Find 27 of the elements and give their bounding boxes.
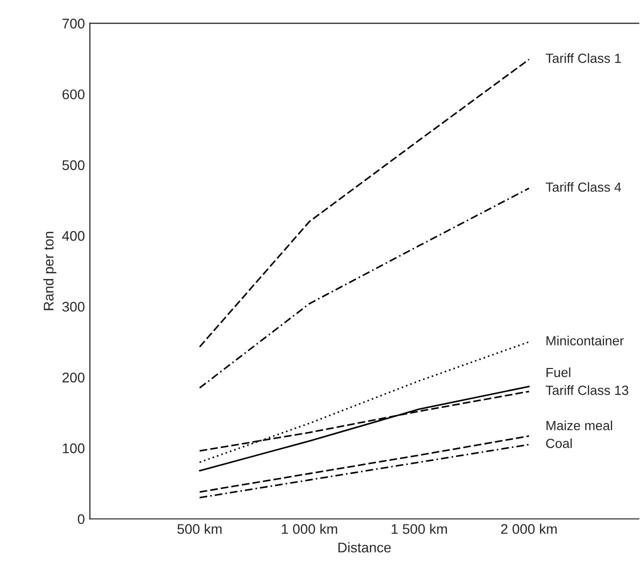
x-tick-label: 500 km xyxy=(177,524,222,534)
y-tick-label: 700 xyxy=(62,18,84,28)
y-tick-label: 500 xyxy=(62,160,84,170)
y-tick-label: 0 xyxy=(78,514,84,524)
series-label: Coal xyxy=(546,438,572,448)
series-label: Fuel xyxy=(546,367,570,378)
line-series xyxy=(198,188,530,389)
y-tick-label: 400 xyxy=(62,231,84,241)
x-tick-label: 1 000 km xyxy=(282,524,338,534)
y-axis-title: Rand per ton xyxy=(43,232,56,310)
y-tick-label: 100 xyxy=(62,443,84,454)
series-label: Maize meal xyxy=(546,420,612,430)
y-tick-label: 300 xyxy=(62,302,84,312)
x-tick-label: 2 000 km xyxy=(501,524,557,534)
series-label: Tariff Class 13 xyxy=(546,385,628,395)
series-label: Tariff Class 1 xyxy=(546,53,621,63)
x-axis-title: Distance xyxy=(338,542,391,552)
line-series xyxy=(198,435,530,493)
line-series xyxy=(198,341,530,463)
y-tick-label: 600 xyxy=(62,89,84,100)
series-label: Minicontainer xyxy=(546,336,624,346)
x-tick-label: 1 500 km xyxy=(392,524,447,534)
line-series xyxy=(198,444,530,498)
series-label: Tariff Class 4 xyxy=(546,182,622,192)
line-series xyxy=(198,58,530,348)
line-series xyxy=(198,386,530,472)
y-tick-label: 200 xyxy=(62,372,84,382)
